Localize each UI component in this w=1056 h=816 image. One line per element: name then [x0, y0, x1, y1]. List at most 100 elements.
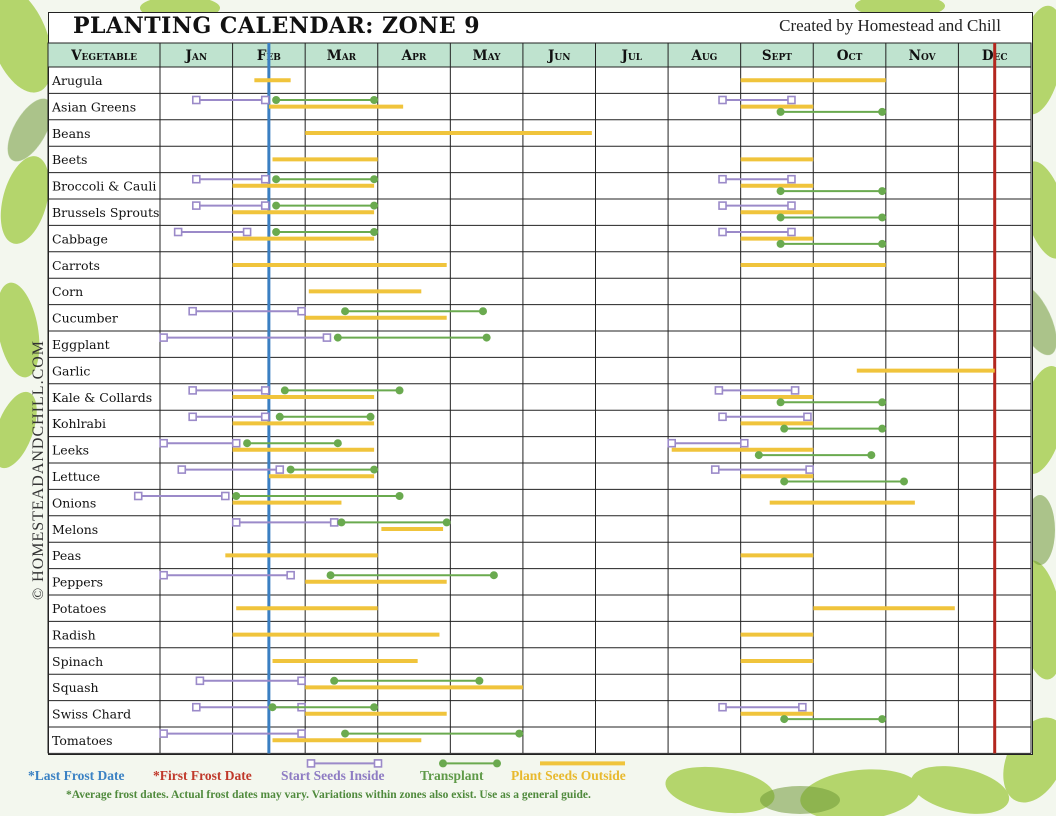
vegetable-label: Potatoes — [52, 601, 106, 616]
column-header-vegetable: Vegetable — [70, 48, 137, 64]
legend-start-inside-swatch-marker — [306, 759, 316, 768]
transplant-marker — [370, 201, 379, 210]
legend-transplant: Transplant — [420, 768, 484, 784]
credit-text: Created by Homestead and Chill — [779, 16, 1001, 35]
transplant-marker — [275, 412, 284, 421]
start-inside-marker — [710, 465, 720, 474]
start-inside-marker — [260, 412, 270, 422]
start-inside-marker — [329, 518, 339, 527]
transplant-marker — [268, 703, 277, 712]
transplant-marker — [475, 676, 484, 685]
legend-first-frost: *First Frost Date — [153, 768, 252, 784]
start-inside-marker — [787, 227, 796, 237]
start-inside-marker — [718, 227, 727, 237]
transplant-marker — [899, 477, 908, 486]
column-header-jun: Jun — [547, 48, 570, 64]
start-inside-marker — [188, 386, 197, 395]
website-watermark: © HOMESTEADANDCHILL.COM — [30, 339, 47, 600]
start-inside-marker — [231, 518, 241, 527]
legend-sow-outside-label: Plant Seeds Outside — [511, 768, 626, 783]
start-inside-marker — [805, 465, 814, 474]
start-inside-marker — [322, 333, 332, 342]
vegetable-label: Radish — [52, 627, 96, 642]
vegetable-label: Peas — [52, 548, 81, 563]
transplant-marker — [326, 571, 335, 580]
start-inside-marker — [275, 465, 285, 474]
vegetable-label: Onions — [52, 495, 96, 510]
legend-start-inside: Start Seeds Inside — [281, 768, 385, 784]
start-inside-marker — [159, 333, 168, 342]
start-inside-marker — [297, 306, 306, 316]
vegetable-label: Spinach — [52, 654, 103, 669]
transplant-marker — [370, 703, 379, 712]
start-inside-marker — [159, 438, 168, 448]
vegetable-label: Lettuce — [52, 469, 100, 484]
vegetable-label: Carrots — [52, 258, 100, 273]
transplant-marker — [370, 465, 379, 474]
transplant-marker — [776, 107, 785, 116]
vegetable-label: Beets — [52, 152, 87, 167]
transplant-marker — [366, 412, 375, 421]
transplant-marker — [330, 676, 339, 685]
transplant-marker — [780, 715, 789, 724]
transplant-marker — [878, 715, 887, 724]
transplant-marker — [333, 439, 342, 448]
legend-transplant-swatch-marker — [493, 759, 501, 768]
transplant-marker — [780, 424, 789, 433]
start-inside-marker — [177, 465, 187, 474]
start-inside-marker — [297, 676, 306, 686]
transplant-marker — [272, 201, 281, 210]
vegetable-label: Tomatoes — [52, 733, 113, 748]
start-inside-marker — [787, 201, 796, 210]
vegetable-label: Broccoli & Cauli — [52, 179, 156, 194]
transplant-marker — [867, 451, 876, 460]
start-inside-marker — [718, 95, 727, 105]
start-inside-marker — [718, 201, 727, 210]
vegetable-label: Cucumber — [52, 311, 118, 326]
legend-sow-outside: Plant Seeds Outside — [511, 768, 626, 784]
transplant-marker — [754, 451, 763, 460]
legend-transplant-swatch-marker — [439, 759, 447, 768]
start-inside-marker — [739, 438, 749, 448]
transplant-marker — [370, 175, 379, 184]
start-inside-marker — [173, 227, 183, 237]
transplant-marker — [489, 571, 498, 580]
start-inside-marker — [798, 702, 807, 712]
vegetable-label: Kale & Collards — [52, 390, 152, 405]
start-inside-marker — [191, 201, 201, 210]
legend-last-frost-label: *Last Frost Date — [28, 768, 125, 783]
start-inside-marker — [231, 438, 241, 448]
start-inside-marker — [195, 676, 205, 686]
start-inside-marker — [787, 95, 796, 105]
start-inside-marker — [790, 386, 800, 395]
transplant-marker — [341, 729, 350, 738]
transplant-marker — [776, 187, 785, 196]
vegetable-label: Kohlrabi — [52, 416, 106, 431]
start-inside-marker — [159, 729, 168, 738]
column-header-oct: Oct — [837, 48, 863, 64]
transplant-marker — [286, 465, 295, 474]
start-inside-marker — [260, 174, 270, 184]
transplant-marker — [280, 386, 289, 395]
start-inside-marker — [667, 438, 677, 448]
start-inside-marker — [133, 491, 143, 501]
transplant-marker — [878, 107, 887, 116]
start-inside-marker — [286, 570, 295, 580]
vegetable-label: Beans — [52, 126, 91, 141]
transplant-marker — [515, 729, 524, 738]
column-header-aug: Aug — [690, 48, 717, 64]
legend-start-inside-swatch-marker — [373, 759, 383, 768]
column-header-nov: Nov — [909, 48, 937, 64]
start-inside-marker — [718, 412, 727, 422]
transplant-marker — [878, 187, 887, 196]
transplant-marker — [243, 439, 252, 448]
page-title: PLANTING CALENDAR: ZONE 9 — [73, 13, 481, 39]
legend-transplant-label: Transplant — [420, 768, 484, 783]
start-inside-marker — [191, 174, 201, 184]
column-header-may: May — [473, 48, 501, 64]
start-inside-marker — [159, 570, 168, 580]
transplant-marker — [442, 518, 451, 527]
transplant-marker — [370, 228, 379, 236]
transplant-marker — [395, 492, 404, 500]
vegetable-label: Leeks — [52, 443, 89, 458]
